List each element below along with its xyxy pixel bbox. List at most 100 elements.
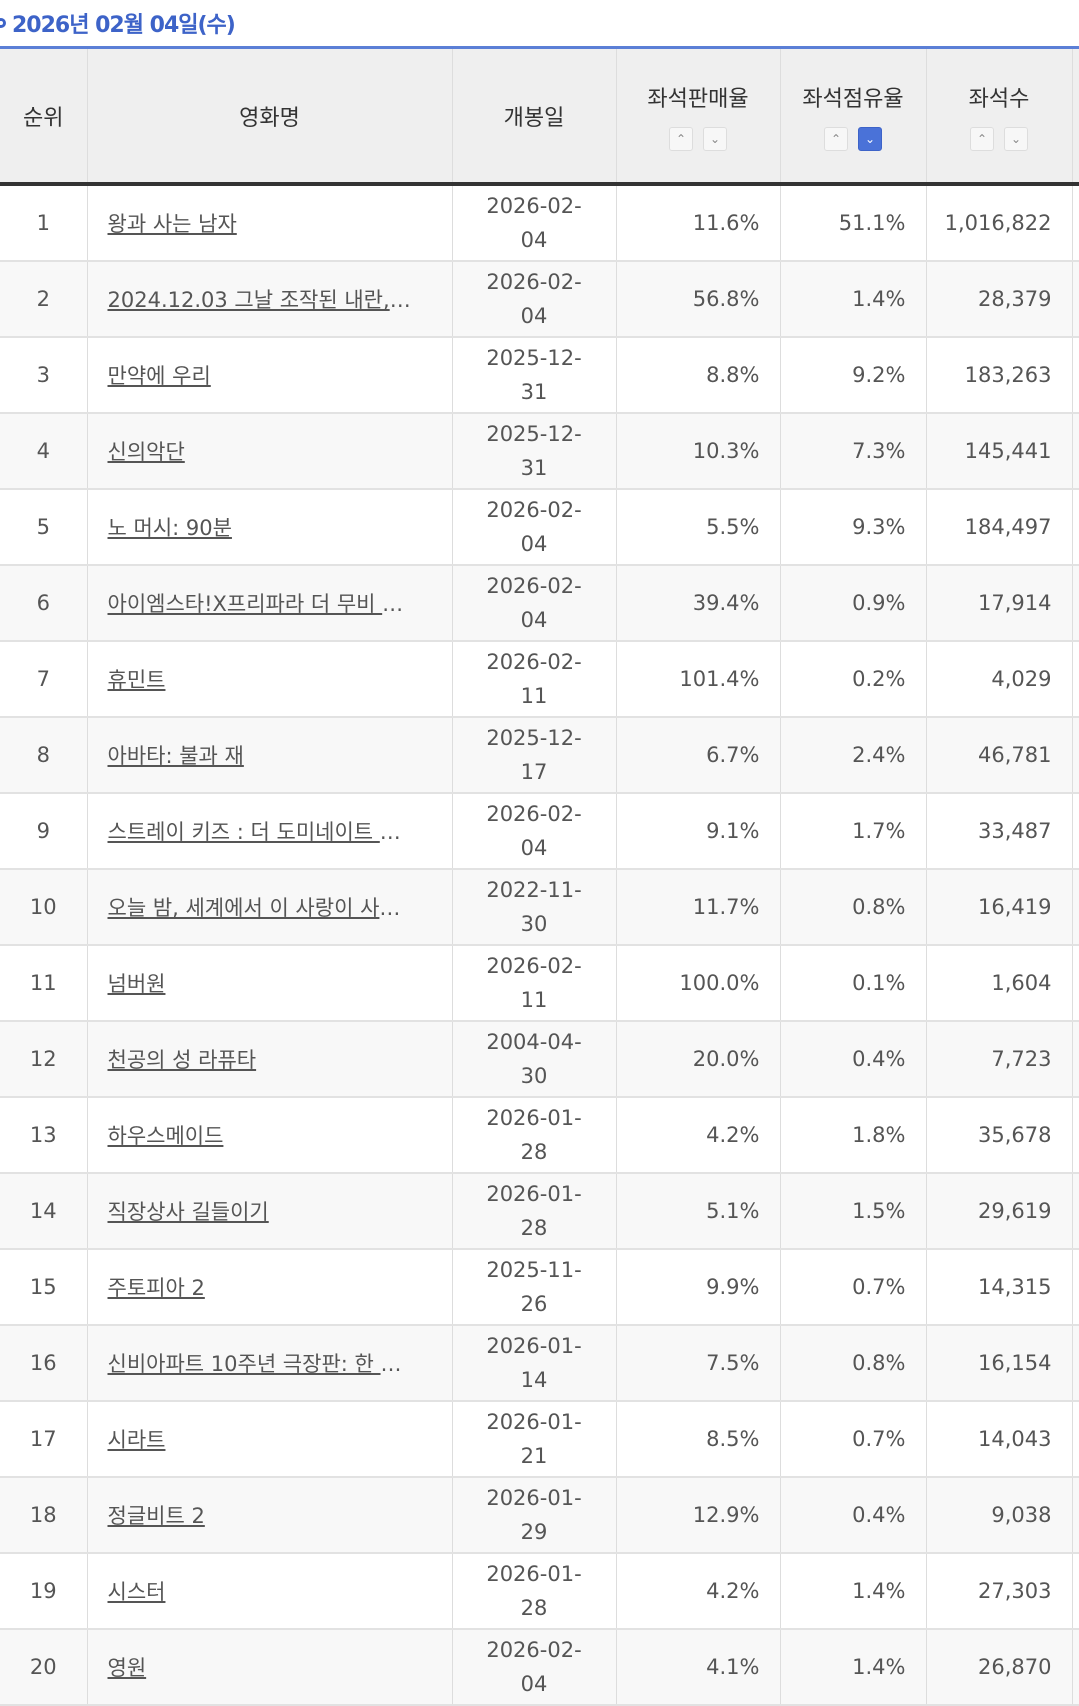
occupancy-cell: 1.5% [779, 1173, 926, 1250]
header-sale-rate: 좌석판매율 ⌃ ⌄ [615, 47, 780, 186]
release-date-cell: 2026-02-04 [451, 565, 616, 642]
release-date: 2026-01-28 [486, 1106, 582, 1164]
ellipsis: … [380, 1352, 402, 1376]
title-cell: 신의악단 [86, 413, 452, 490]
release-date-cell: 2026-01-14 [451, 1325, 616, 1402]
sort-desc-button-active[interactable]: ⌄ [858, 126, 882, 151]
release-date-cell: 2025-12-17 [451, 717, 616, 794]
movie-title-link[interactable]: 아이엠스타!X프리파라 더 무비 [107, 592, 383, 616]
title-cell: 주토피아 2 [86, 1249, 452, 1326]
seats-cell: 184,497 [925, 489, 1072, 566]
movie-title-link[interactable]: 오늘 밤, 세계에서 이 사랑이 사 [107, 896, 380, 920]
occupancy-cell: 0.7% [779, 1401, 926, 1478]
movie-title-link[interactable]: 신비아파트 10주년 극장판: 한 [107, 1352, 381, 1376]
release-date: 2026-02-04 [486, 802, 582, 860]
title-cell: 만약에 우리 [86, 337, 452, 414]
movie-title-link[interactable]: 아바타: 불과 재 [107, 744, 244, 768]
rank-cell: 6 [0, 565, 87, 642]
occupancy-cell: 7.3% [779, 413, 926, 490]
table-row: 2 2024.12.03 그날 조작된 내란,… 2026-02-04 56.8% 1.… [0, 261, 1079, 338]
overflow-cell [1071, 1629, 1079, 1706]
release-date-cell: 2026-02-04 [451, 793, 616, 870]
header-seats: 좌석수 ⌃ ⌄ [925, 47, 1072, 186]
rank-cell: 14 [0, 1173, 87, 1250]
release-date-cell: 2025-12-31 [451, 413, 616, 490]
movie-title-link[interactable]: 영원 [107, 1656, 147, 1680]
overflow-cell [1071, 1401, 1079, 1478]
sale-rate-cell: 9.1% [615, 793, 780, 870]
sale-rate-cell: 7.5% [615, 1325, 780, 1402]
table-row: 13 하우스메이드 2026-01-28 4.2% 1.8% 35,678 [0, 1097, 1079, 1174]
seats-cell: 7,723 [925, 1021, 1072, 1098]
seats-cell: 9,038 [925, 1477, 1072, 1554]
table-row: 4 신의악단 2025-12-31 10.3% 7.3% 145,441 [0, 413, 1079, 490]
sale-rate-cell: 20.0% [615, 1021, 780, 1098]
seats-cell: 4,029 [925, 641, 1072, 718]
table-row: 20 영원 2026-02-04 4.1% 1.4% 26,870 [0, 1629, 1079, 1706]
table-row: 10 오늘 밤, 세계에서 이 사랑이 사… 2022-11-30 11.7% 0.8%… [0, 869, 1079, 946]
table-row: 3 만약에 우리 2025-12-31 8.8% 9.2% 183,263 [0, 337, 1079, 414]
release-date: 2025-11-26 [486, 1258, 582, 1316]
sale-rate-cell: 101.4% [615, 641, 780, 718]
table-row: 5 노 머시: 90분 2026-02-04 5.5% 9.3% 184,497 [0, 489, 1079, 566]
release-date-cell: 2026-01-28 [451, 1173, 616, 1250]
circle-bullet-icon [0, 18, 6, 28]
movie-title-link[interactable]: 하우스메이드 [107, 1124, 224, 1148]
sort-asc-button[interactable]: ⌃ [970, 126, 994, 151]
title-cell: 영원 [86, 1629, 452, 1706]
table-row: 12 천공의 성 라퓨타 2004-04-30 20.0% 0.4% 7,723 [0, 1021, 1079, 1098]
sale-rate-cell: 5.1% [615, 1173, 780, 1250]
release-date-cell: 2026-02-04 [451, 184, 616, 262]
header-rank: 순위 [0, 47, 87, 186]
movie-title-link[interactable]: 시스터 [107, 1580, 166, 1604]
rank-cell: 12 [0, 1021, 87, 1098]
movie-title-link[interactable]: 만약에 우리 [107, 364, 211, 388]
table-row: 9 스트레이 키즈 : 더 도미네이트 … 2026-02-04 9.1% 1.7% 33… [0, 793, 1079, 870]
movie-title-link[interactable]: 휴민트 [107, 668, 166, 692]
rank-cell: 18 [0, 1477, 87, 1554]
title-cell: 왕과 사는 남자 [86, 184, 452, 262]
movie-title-link[interactable]: 2024.12.03 그날 조작된 내란, [107, 288, 390, 312]
sort-desc-button[interactable]: ⌄ [1004, 126, 1028, 151]
movie-title-link[interactable]: 왕과 사는 남자 [107, 212, 237, 236]
seats-cell: 33,487 [925, 793, 1072, 870]
occupancy-cell: 1.7% [779, 793, 926, 870]
rank-cell: 13 [0, 1097, 87, 1174]
rank-cell: 4 [0, 413, 87, 490]
occupancy-cell: 51.1% [779, 184, 926, 262]
sort-controls: ⌃ ⌄ [927, 126, 1072, 151]
movie-title-link[interactable]: 노 머시: 90분 [107, 516, 232, 540]
overflow-cell [1071, 1097, 1079, 1174]
sort-asc-button[interactable]: ⌃ [824, 126, 848, 151]
sale-rate-cell: 39.4% [615, 565, 780, 642]
occupancy-cell: 1.4% [779, 261, 926, 338]
sort-desc-button[interactable]: ⌄ [703, 126, 727, 151]
sale-rate-cell: 10.3% [615, 413, 780, 490]
occupancy-cell: 0.4% [779, 1021, 926, 1098]
overflow-cell [1071, 945, 1079, 1022]
header-occupancy-label: 좌석점유율 [802, 86, 904, 112]
seats-cell: 35,678 [925, 1097, 1072, 1174]
occupancy-cell: 1.4% [779, 1629, 926, 1706]
movie-title-link[interactable]: 스트레이 키즈 : 더 도미네이트 [107, 820, 380, 844]
movie-title-link[interactable]: 시라트 [107, 1428, 166, 1452]
title-cell: 휴민트 [86, 641, 452, 718]
occupancy-cell: 0.4% [779, 1477, 926, 1554]
overflow-cell [1071, 1325, 1079, 1402]
release-date: 2026-02-04 [486, 498, 582, 556]
movie-title-link[interactable]: 신의악단 [107, 440, 185, 464]
sort-asc-button[interactable]: ⌃ [669, 126, 693, 151]
movie-title-link[interactable]: 천공의 성 라퓨타 [107, 1048, 257, 1072]
release-date: 2026-01-14 [486, 1334, 582, 1392]
header-overflow [1071, 47, 1079, 186]
seats-cell: 16,419 [925, 869, 1072, 946]
movie-title-link[interactable]: 넘버원 [107, 972, 166, 996]
release-date-cell: 2026-02-11 [451, 641, 616, 718]
sale-rate-cell: 11.7% [615, 869, 780, 946]
movie-title-link[interactable]: 주토피아 2 [107, 1276, 205, 1300]
overflow-cell [1071, 1477, 1079, 1554]
movie-title-link[interactable]: 정글비트 2 [107, 1504, 205, 1528]
release-date-cell: 2026-02-11 [451, 945, 616, 1022]
movie-title-link[interactable]: 직장상사 길들이기 [107, 1200, 269, 1224]
occupancy-cell: 0.9% [779, 565, 926, 642]
